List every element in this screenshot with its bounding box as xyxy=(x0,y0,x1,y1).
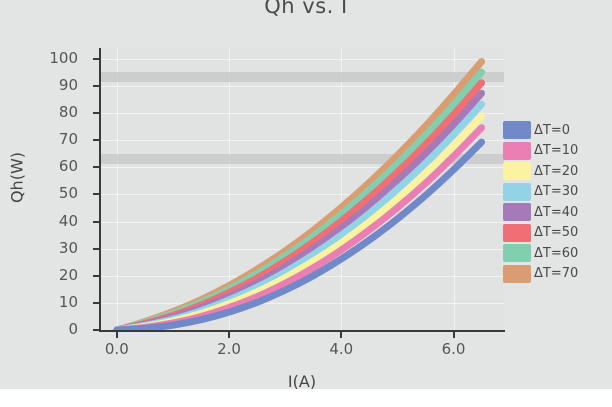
y-tick-label: 90 xyxy=(58,75,78,94)
render-artifact-band xyxy=(100,154,504,164)
x-tick-mark xyxy=(115,332,118,338)
gridline-horizontal xyxy=(100,58,504,60)
gridline-horizontal xyxy=(100,167,504,169)
y-tick-mark xyxy=(93,329,99,331)
legend-item[interactable]: ΔT=0 xyxy=(503,120,578,141)
y-tick-mark xyxy=(93,84,99,87)
gridline-horizontal xyxy=(100,140,504,142)
gridline-horizontal xyxy=(100,194,504,196)
legend-swatch xyxy=(503,141,531,160)
legend-label: ΔT=40 xyxy=(534,204,579,220)
render-artifact-band xyxy=(100,72,504,82)
series-line xyxy=(113,68,486,330)
legend-label: ΔT=0 xyxy=(534,122,570,138)
series-line xyxy=(113,138,486,330)
legend-swatch xyxy=(503,223,531,242)
y-tick-label: 40 xyxy=(58,211,78,230)
y-tick-label: 50 xyxy=(58,184,78,203)
legend-label: ΔT=70 xyxy=(534,266,579,282)
legend-item[interactable]: ΔT=40 xyxy=(503,202,578,223)
gridline-vertical xyxy=(453,48,455,330)
y-axis-line xyxy=(99,48,101,332)
gridline-horizontal xyxy=(100,85,504,87)
y-tick-label: 20 xyxy=(58,265,78,284)
x-tick-label: 6.0 xyxy=(441,340,466,358)
x-axis-line xyxy=(99,330,505,332)
legend-swatch xyxy=(503,182,531,201)
series-curves xyxy=(113,58,486,330)
legend-swatch xyxy=(503,244,531,263)
x-tick-label: 2.0 xyxy=(217,340,241,358)
gridline-horizontal xyxy=(100,302,504,304)
y-tick-mark xyxy=(93,274,99,277)
legend-item[interactable]: ΔT=50 xyxy=(503,223,578,244)
x-tick-label: 0.0 xyxy=(104,340,129,358)
legend-item[interactable]: ΔT=60 xyxy=(503,243,578,264)
y-tick-mark xyxy=(93,247,99,250)
y-tick-label: 100 xyxy=(49,48,78,67)
legend-swatch xyxy=(503,162,531,181)
legend-label: ΔT=30 xyxy=(534,184,579,200)
y-tick-mark xyxy=(93,220,99,223)
y-tick-label: 60 xyxy=(58,157,78,176)
x-axis-title: I(A) xyxy=(287,372,317,391)
chart-title: Qh vs. I xyxy=(264,0,348,18)
legend-swatch xyxy=(503,203,531,222)
y-tick-label: 10 xyxy=(58,292,78,311)
legend-label: ΔT=20 xyxy=(534,163,579,179)
legend-label: ΔT=10 xyxy=(534,143,579,159)
y-tick-mark xyxy=(93,301,99,304)
y-axis-title: Qh(W) xyxy=(7,151,27,204)
legend-label: ΔT=50 xyxy=(534,225,579,241)
legend-label: ΔT=60 xyxy=(534,245,579,261)
y-tick-mark xyxy=(93,57,99,60)
x-tick-mark xyxy=(452,332,455,338)
gridline-vertical xyxy=(116,48,118,330)
y-tick-mark xyxy=(93,166,99,169)
legend-item[interactable]: ΔT=20 xyxy=(503,161,578,182)
y-tick-mark xyxy=(93,139,99,142)
y-tick-mark xyxy=(93,112,99,115)
legend-swatch xyxy=(503,264,531,283)
y-tick-label: 30 xyxy=(58,238,78,257)
y-tick-label: 70 xyxy=(58,130,78,149)
x-tick-label: 4.0 xyxy=(329,340,354,358)
legend-item[interactable]: ΔT=10 xyxy=(503,141,578,162)
y-tick-mark xyxy=(93,193,99,196)
bottom-margin xyxy=(0,389,612,407)
legend-item[interactable]: ΔT=70 xyxy=(503,264,578,285)
legend-swatch xyxy=(503,121,531,140)
gridline-horizontal xyxy=(100,221,504,223)
gridline-horizontal xyxy=(100,113,504,115)
x-tick-mark xyxy=(228,332,231,338)
legend: ΔT=0 ΔT=10 ΔT=20 ΔT=30 ΔT=40 ΔT=50 ΔT=60 ΔT=70 xyxy=(503,120,578,284)
legend-item[interactable]: ΔT=30 xyxy=(503,182,578,203)
gridline-vertical xyxy=(229,48,231,330)
y-tick-label: 80 xyxy=(58,103,78,122)
gridline-vertical xyxy=(341,48,343,330)
x-tick-mark xyxy=(340,332,343,338)
y-tick-label: 0 xyxy=(68,320,78,338)
plot-area xyxy=(100,48,504,330)
